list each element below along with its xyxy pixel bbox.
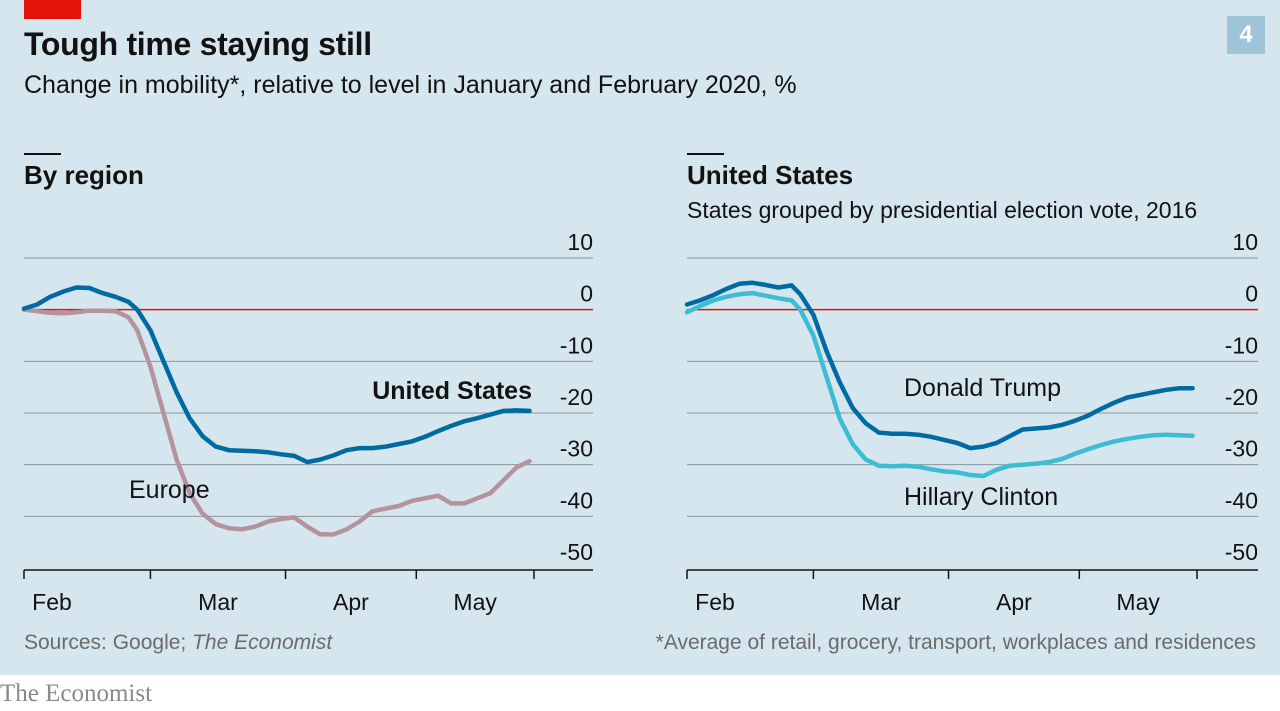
x-tick-label: Mar — [198, 589, 238, 615]
y-tick-label: -20 — [560, 384, 593, 410]
mobility-charts: 10 0 -10 -20 -30 -40 -50 Feb Mar Apr May United Sta… — [21, 229, 1258, 615]
left-chart-region: 10 0 -10 -20 -30 -40 -50 Feb Mar Apr May United Sta… — [21, 229, 593, 615]
series-line — [684, 280, 1195, 451]
series-label: Europe — [129, 476, 210, 504]
left-panel-rule — [24, 153, 61, 155]
y-tick-label: 0 — [580, 281, 593, 307]
x-tick-label: Apr — [333, 589, 369, 615]
series-label: United States — [372, 377, 532, 405]
series-label: Hillary Clinton — [904, 483, 1058, 511]
y-tick-label: 10 — [1232, 229, 1258, 255]
y-tick-label: -50 — [560, 539, 593, 565]
x-tick-label: Feb — [695, 589, 735, 615]
series-label: Donald Trump — [904, 374, 1061, 402]
right-panel-subtitle: States grouped by presidential election … — [687, 197, 1198, 223]
sources-note: Sources: Google; The Economist — [24, 631, 332, 655]
y-tick-label: -20 — [1225, 384, 1258, 410]
x-tick-label: Apr — [996, 589, 1032, 615]
red-brand-tag — [24, 0, 81, 19]
series-line — [21, 307, 532, 537]
brand-logo-text: The Economist — [0, 680, 153, 707]
series-line — [684, 290, 1195, 479]
series-line — [21, 285, 532, 465]
y-tick-label: 10 — [567, 229, 593, 255]
y-tick-label: -50 — [1225, 539, 1258, 565]
sources-prefix: Sources: Google; — [24, 631, 193, 654]
x-tick-label: Mar — [861, 589, 901, 615]
y-tick-label: -30 — [1225, 436, 1258, 462]
y-tick-label: 0 — [1245, 281, 1258, 307]
chart-subtitle: Change in mobility*, relative to level i… — [24, 71, 797, 99]
right-chart-united-states: 10 0 -10 -20 -30 -40 -50 Feb Mar Apr May Donald Tru… — [684, 229, 1258, 615]
chart-number-badge: 4 — [1227, 16, 1265, 54]
y-tick-label: -10 — [1225, 332, 1258, 358]
left-panel-title: By region — [24, 160, 144, 190]
chart-panel — [0, 0, 1280, 675]
chart-title: Tough time staying still — [24, 26, 372, 62]
y-tick-label: -40 — [560, 487, 593, 513]
right-panel-rule — [687, 153, 724, 155]
y-tick-label: -30 — [560, 436, 593, 462]
sources-italic: The Economist — [192, 631, 333, 654]
footnote: *Average of retail, grocery, transport, … — [655, 631, 1256, 654]
x-tick-label: Feb — [32, 589, 72, 615]
y-tick-label: -10 — [560, 332, 593, 358]
right-panel-title: United States — [687, 160, 854, 190]
y-tick-label: -40 — [1225, 487, 1258, 513]
x-tick-label: May — [1116, 589, 1160, 615]
x-tick-label: May — [453, 589, 497, 615]
